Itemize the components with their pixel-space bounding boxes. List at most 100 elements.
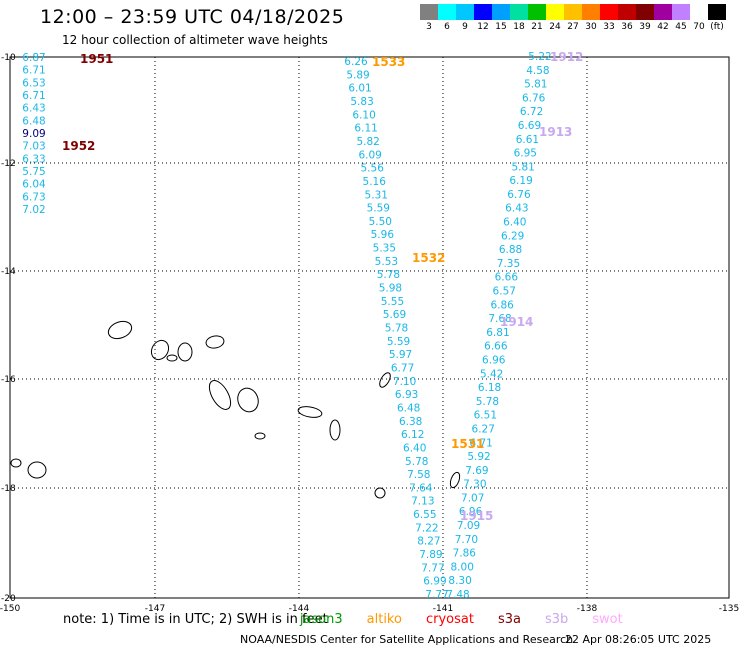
wave-height-label: 6.66 [495,272,519,284]
legend-label: 45 [675,22,687,32]
track-id-label: 1951 [80,52,113,66]
wave-height-label: 6.81 [486,327,509,339]
legend-label: 70 [693,22,705,32]
wave-height-label: 7.86 [453,548,477,560]
legend-swatch [474,4,492,20]
lat-label: -10 [1,53,16,63]
wave-height-label: 6.53 [22,77,45,89]
footer-note: note: 1) Time is in UTC; 2) SWH is in fe… [63,612,623,627]
wave-height-label: 7.22 [415,522,438,534]
island-outline [374,487,386,499]
legend-label: 18 [513,22,525,32]
wave-height-label: 5.75 [22,166,45,178]
legend-swatch [510,4,528,20]
track-id-label: 1912 [550,50,583,64]
wave-height-label: 6.76 [522,92,546,104]
legend-swatch [600,4,618,20]
wave-height-label: 6.69 [518,120,541,132]
wave-height-label: 9.09 [22,128,45,140]
satellite-jason3: jason3 [299,612,343,627]
wave-height-label: 6.10 [352,109,375,121]
islands [10,320,461,499]
track-id-label: 1532 [412,251,445,265]
legend-label: 39 [639,22,651,32]
wave-height-label: 5.78 [405,456,428,468]
lon-label: -138 [577,604,598,614]
wave-height-label: 6.71 [22,90,45,102]
wave-height-label: 6.18 [478,382,501,394]
wave-height-label: 5.42 [480,368,503,380]
legend-swatch [546,4,564,20]
wave-height-label: 5.35 [373,243,396,255]
wave-height-label: 6.86 [490,299,514,311]
lat-label: -20 [1,594,16,604]
wave-height-label: 7.03 [22,141,45,153]
legend-swatch [582,4,600,20]
island-outline [150,339,170,361]
wave-height-label: 7.10 [393,376,416,388]
track-id-label: 1531 [451,437,484,451]
island-outline [10,458,22,468]
wave-height-label: 7.07 [461,492,484,504]
lat-label: -12 [1,159,16,169]
wave-height-label: 6.19 [509,175,532,187]
wave-height-label: 4.58 [526,65,549,77]
wave-height-label: 6.51 [474,410,497,422]
track-id-label: 1915 [460,509,493,523]
island-outline [177,342,193,362]
legend-swatch [654,4,672,20]
island-outline [205,335,225,349]
legend-label: 12 [477,22,489,32]
wave-height-label: 6.09 [358,149,381,161]
legend-label: 33 [603,22,615,32]
wave-height-label: 6.29 [501,230,524,242]
wave-height-label: 6.48 [397,402,420,414]
wave-height-label: 5.81 [524,79,547,91]
wave-height-label: 6.27 [472,423,495,435]
wave-height-label: 6.99 [423,576,446,588]
wave-height-label: 6.48 [22,115,45,127]
wave-height-label: 6.77 [391,362,414,374]
wave-height-label: 6.96 [459,506,483,518]
wave-height-label: 5.81 [511,161,534,173]
lat-label: -18 [1,484,16,494]
island-outline [107,320,133,340]
legend-swatch [636,4,654,20]
credit-text: NOAA/NESDIS Center for Satellite Applica… [240,633,574,646]
legend-swatch [672,4,690,20]
wave-height-label: 7.89 [419,549,442,561]
wave-height-label: 5.83 [350,96,373,108]
wave-height-label: 7.48 [446,589,469,601]
legend-swatch [420,4,438,20]
wave-height-label: 6.96 [482,354,506,366]
wave-height-label: 8.00 [451,561,474,573]
legend-swatch [528,4,546,20]
wave-height-label: 8.27 [417,536,440,548]
lon-label: -141 [433,604,453,614]
wave-height-label: 7.13 [411,496,434,508]
lon-label: -135 [719,604,739,614]
wave-height-label: 7.30 [463,479,486,491]
island-outline [237,387,259,413]
wave-height-label: 6.71 [22,65,45,77]
wave-height-label: 5.78 [377,269,400,281]
wave-height-label: 6.11 [354,123,377,135]
legend-swatch [456,4,474,20]
wave-height-label: 7.58 [407,469,430,481]
map-frame [9,56,730,599]
wave-height-label: 6.72 [520,106,543,118]
satellite-cryosat: cryosat [425,612,474,627]
legend-swatch [618,4,636,20]
wave-height-tracks: 6.876.716.536.716.436.489.097.036.335.75… [22,51,551,601]
wave-height-label: 5.92 [467,451,490,463]
wave-height-label: 5.98 [379,283,402,295]
wave-height-label: 6.01 [348,83,371,95]
legend-label: 36 [621,22,633,32]
wave-height-label: 6.71 [469,437,492,449]
wave-height-label: 7.35 [497,258,520,270]
track-id-label: 1533 [372,55,405,69]
legend-label: 6 [444,22,450,32]
wave-height-label: 5.22 [528,51,551,63]
track-id-label: 1913 [539,125,572,139]
wave-height-label: 8.30 [448,575,471,587]
